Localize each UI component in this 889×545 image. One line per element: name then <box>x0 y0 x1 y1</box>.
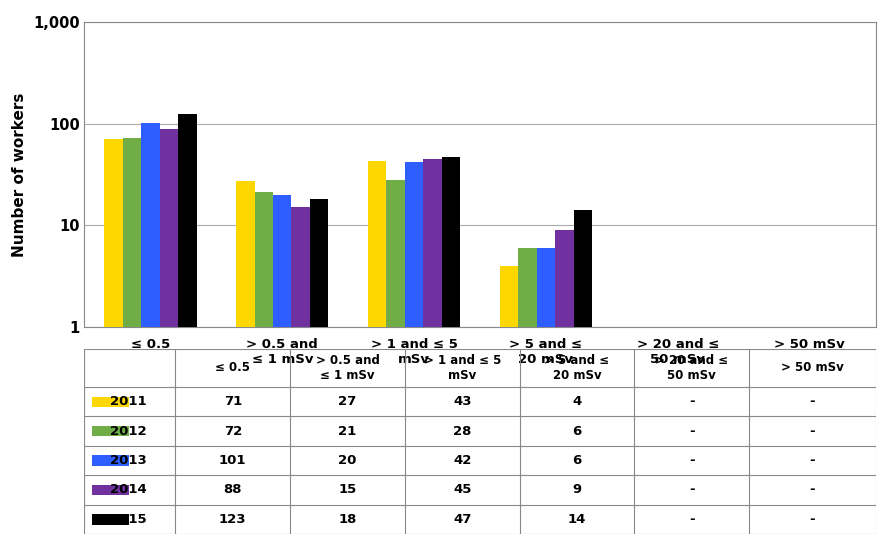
Text: -: - <box>810 483 815 496</box>
Text: -: - <box>689 483 694 496</box>
Text: 28: 28 <box>453 425 471 438</box>
Text: -: - <box>689 395 694 408</box>
Text: 27: 27 <box>339 395 356 408</box>
Bar <box>537 248 556 545</box>
Bar <box>442 157 461 545</box>
Bar <box>123 138 141 545</box>
Text: 71: 71 <box>224 395 242 408</box>
Text: 2012: 2012 <box>110 425 147 438</box>
Text: 6: 6 <box>573 425 581 438</box>
Text: 20: 20 <box>339 454 356 467</box>
Bar <box>310 199 328 545</box>
Text: -: - <box>810 425 815 438</box>
Text: 2011: 2011 <box>110 395 147 408</box>
Text: > 50 mSv: > 50 mSv <box>781 361 844 374</box>
Text: -: - <box>689 454 694 467</box>
Bar <box>387 180 404 545</box>
Bar <box>160 129 178 545</box>
Text: 14: 14 <box>568 513 586 526</box>
Text: 2013: 2013 <box>110 454 147 467</box>
Bar <box>573 210 592 545</box>
Text: 2014: 2014 <box>110 483 147 496</box>
Bar <box>292 207 310 545</box>
Text: -: - <box>810 454 815 467</box>
Text: 4: 4 <box>573 395 581 408</box>
Text: 47: 47 <box>453 513 471 526</box>
Bar <box>423 159 442 545</box>
Bar <box>92 514 129 524</box>
Text: -: - <box>810 395 815 408</box>
Text: 101: 101 <box>219 454 246 467</box>
Bar <box>141 123 160 545</box>
Text: 88: 88 <box>223 483 242 496</box>
Text: > 5 and ≤
20 mSv: > 5 and ≤ 20 mSv <box>544 354 610 382</box>
Bar <box>92 397 129 407</box>
Text: -: - <box>810 513 815 526</box>
Bar <box>104 138 123 545</box>
Bar <box>178 114 196 545</box>
Bar <box>92 485 129 495</box>
Bar <box>500 266 518 545</box>
Text: ≤ 0.5: ≤ 0.5 <box>215 361 251 374</box>
Text: -: - <box>689 513 694 526</box>
Text: 2015: 2015 <box>110 513 147 526</box>
Bar <box>236 181 254 545</box>
Text: > 1 and ≤ 5
mSv: > 1 and ≤ 5 mSv <box>423 354 501 382</box>
Bar <box>404 162 423 545</box>
Bar <box>273 195 292 545</box>
Text: 123: 123 <box>219 513 246 526</box>
Text: 43: 43 <box>453 395 471 408</box>
Bar <box>368 161 387 545</box>
Bar <box>92 426 129 437</box>
Bar <box>254 192 273 545</box>
Text: > 20 and ≤
50 mSv: > 20 and ≤ 50 mSv <box>655 354 728 382</box>
Text: -: - <box>689 425 694 438</box>
Text: > 0.5 and
≤ 1 mSv: > 0.5 and ≤ 1 mSv <box>316 354 380 382</box>
Y-axis label: Number of workers: Number of workers <box>12 92 28 257</box>
Bar <box>556 230 573 545</box>
Bar <box>92 456 129 466</box>
Text: 42: 42 <box>453 454 471 467</box>
Text: 6: 6 <box>573 454 581 467</box>
Text: 9: 9 <box>573 483 581 496</box>
Text: 18: 18 <box>339 513 356 526</box>
Bar <box>518 248 537 545</box>
Text: 72: 72 <box>224 425 242 438</box>
Text: 15: 15 <box>339 483 356 496</box>
Text: 21: 21 <box>339 425 356 438</box>
Text: 45: 45 <box>453 483 471 496</box>
